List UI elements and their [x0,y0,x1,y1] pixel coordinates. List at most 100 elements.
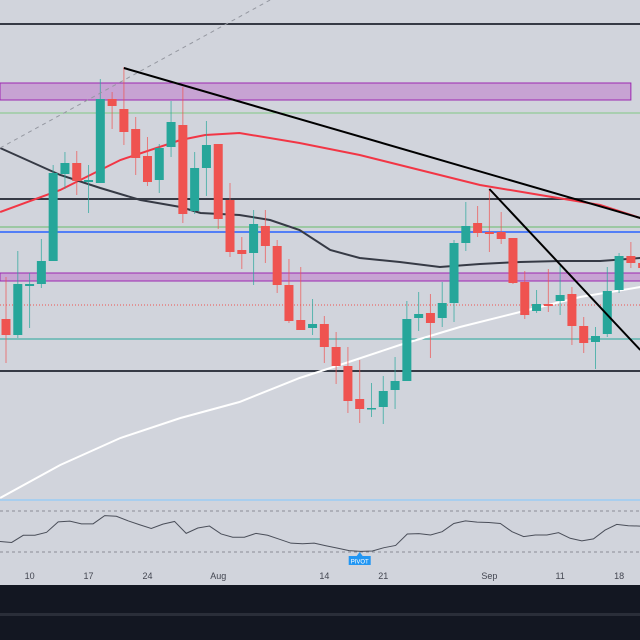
candle-body [626,256,636,263]
bearish-candle [626,242,636,268]
candle-body [567,294,577,326]
candle-body [95,99,105,183]
bullish-candle [402,301,412,381]
bullish-candle [437,282,447,327]
bearish-candle [131,117,141,175]
bearish-candle [520,271,530,319]
candle-body [449,243,459,303]
bearish-candle [579,317,589,353]
candle-body [36,261,46,284]
bearish-candle [508,238,518,284]
candle-body [520,282,530,315]
candle-body [308,324,318,328]
bullish-candle [366,383,376,417]
bearish-candle [272,240,282,293]
descending-trendline-long [123,67,640,219]
candle-body [638,263,640,268]
bullish-candle [461,202,471,251]
chart-canvas[interactable]: PIVOT 10 17 24 Aug 14 21 Sep 11 18 [0,0,640,585]
candle-body [142,156,152,182]
ma-slow-line [0,286,640,499]
candle-body [484,232,494,234]
x-tick-label: Sep [481,571,497,581]
bullish-candle [154,144,164,193]
bearish-candle [331,332,341,384]
bearish-candle [225,183,235,257]
candle-body [614,256,624,290]
bullish-candle [449,240,459,322]
bearish-candle [484,189,494,252]
candle-body [201,145,211,168]
bearish-candle [284,259,294,323]
candle-body [272,246,282,285]
bearish-candle [567,287,577,345]
bearish-candle [319,316,329,363]
candle-body [48,173,58,261]
bullish-candle [190,152,200,214]
bullish-candle [390,357,400,409]
candle-body [591,336,600,342]
descending-trendline-short [488,188,640,351]
candle-body [166,122,176,147]
bullish-candle [249,210,259,285]
candle-body [602,291,612,334]
pivot-badge [348,556,371,565]
x-tick-label: 10 [25,571,35,581]
x-tick-label: 18 [614,571,624,581]
price-chart[interactable]: PIVOT 10 17 24 Aug 14 21 Sep 11 18 [0,0,640,585]
bullish-candle [48,165,58,261]
ma-mid-line [0,147,640,269]
bearish-candle [119,67,129,145]
candle-body [190,168,200,211]
candle-body [296,320,306,330]
ma-fast-line [0,131,640,219]
bearish-candle [355,360,365,423]
candle-body [390,381,400,390]
candle-body [237,250,247,254]
candle-body [343,366,353,401]
dashed-projection-line [0,0,271,149]
bearish-candle [496,212,506,244]
candles-layer [1,67,640,424]
bearish-candle [296,267,306,330]
candle-body [425,313,435,323]
candle-body [366,408,376,410]
bullish-candle [614,253,624,293]
candle-body [402,319,412,381]
candle-body [532,304,542,311]
candle-body [60,163,70,174]
candle-body [154,148,164,180]
candle-body [414,314,424,318]
pivot-arrow-icon [356,552,363,556]
candle-body [579,326,589,343]
oscillator-line [0,515,640,552]
bearish-candle [178,87,188,223]
candle-body [355,399,365,409]
candle-body [284,285,294,321]
candle-body [131,129,141,158]
middle-zone [0,272,640,282]
pivot-label: PIVOT [351,560,369,566]
bullish-candle [95,79,105,183]
pivot-marker: PIVOT [348,552,371,566]
bottom-panel-divider[interactable] [0,613,640,616]
candle-body [260,226,270,246]
bearish-candle [142,137,152,186]
candle-body [331,347,341,366]
candle-body [1,319,11,335]
bullish-candle [60,152,70,189]
bullish-candle [378,376,388,424]
bullish-candle [36,239,46,288]
bearish-candle [473,206,483,237]
bullish-candle [166,101,176,157]
trendlines-layer [0,0,640,351]
candle-body [437,303,447,318]
bearish-candle [425,294,435,358]
candle-body [178,125,188,214]
bullish-candle [201,121,211,196]
time-axis[interactable]: 10 17 24 Aug 14 21 Sep 11 18 [25,571,625,581]
x-tick-label: 14 [319,571,329,581]
bearish-candle [213,144,223,229]
x-tick-label: 21 [378,571,388,581]
bullish-candle [308,299,318,335]
